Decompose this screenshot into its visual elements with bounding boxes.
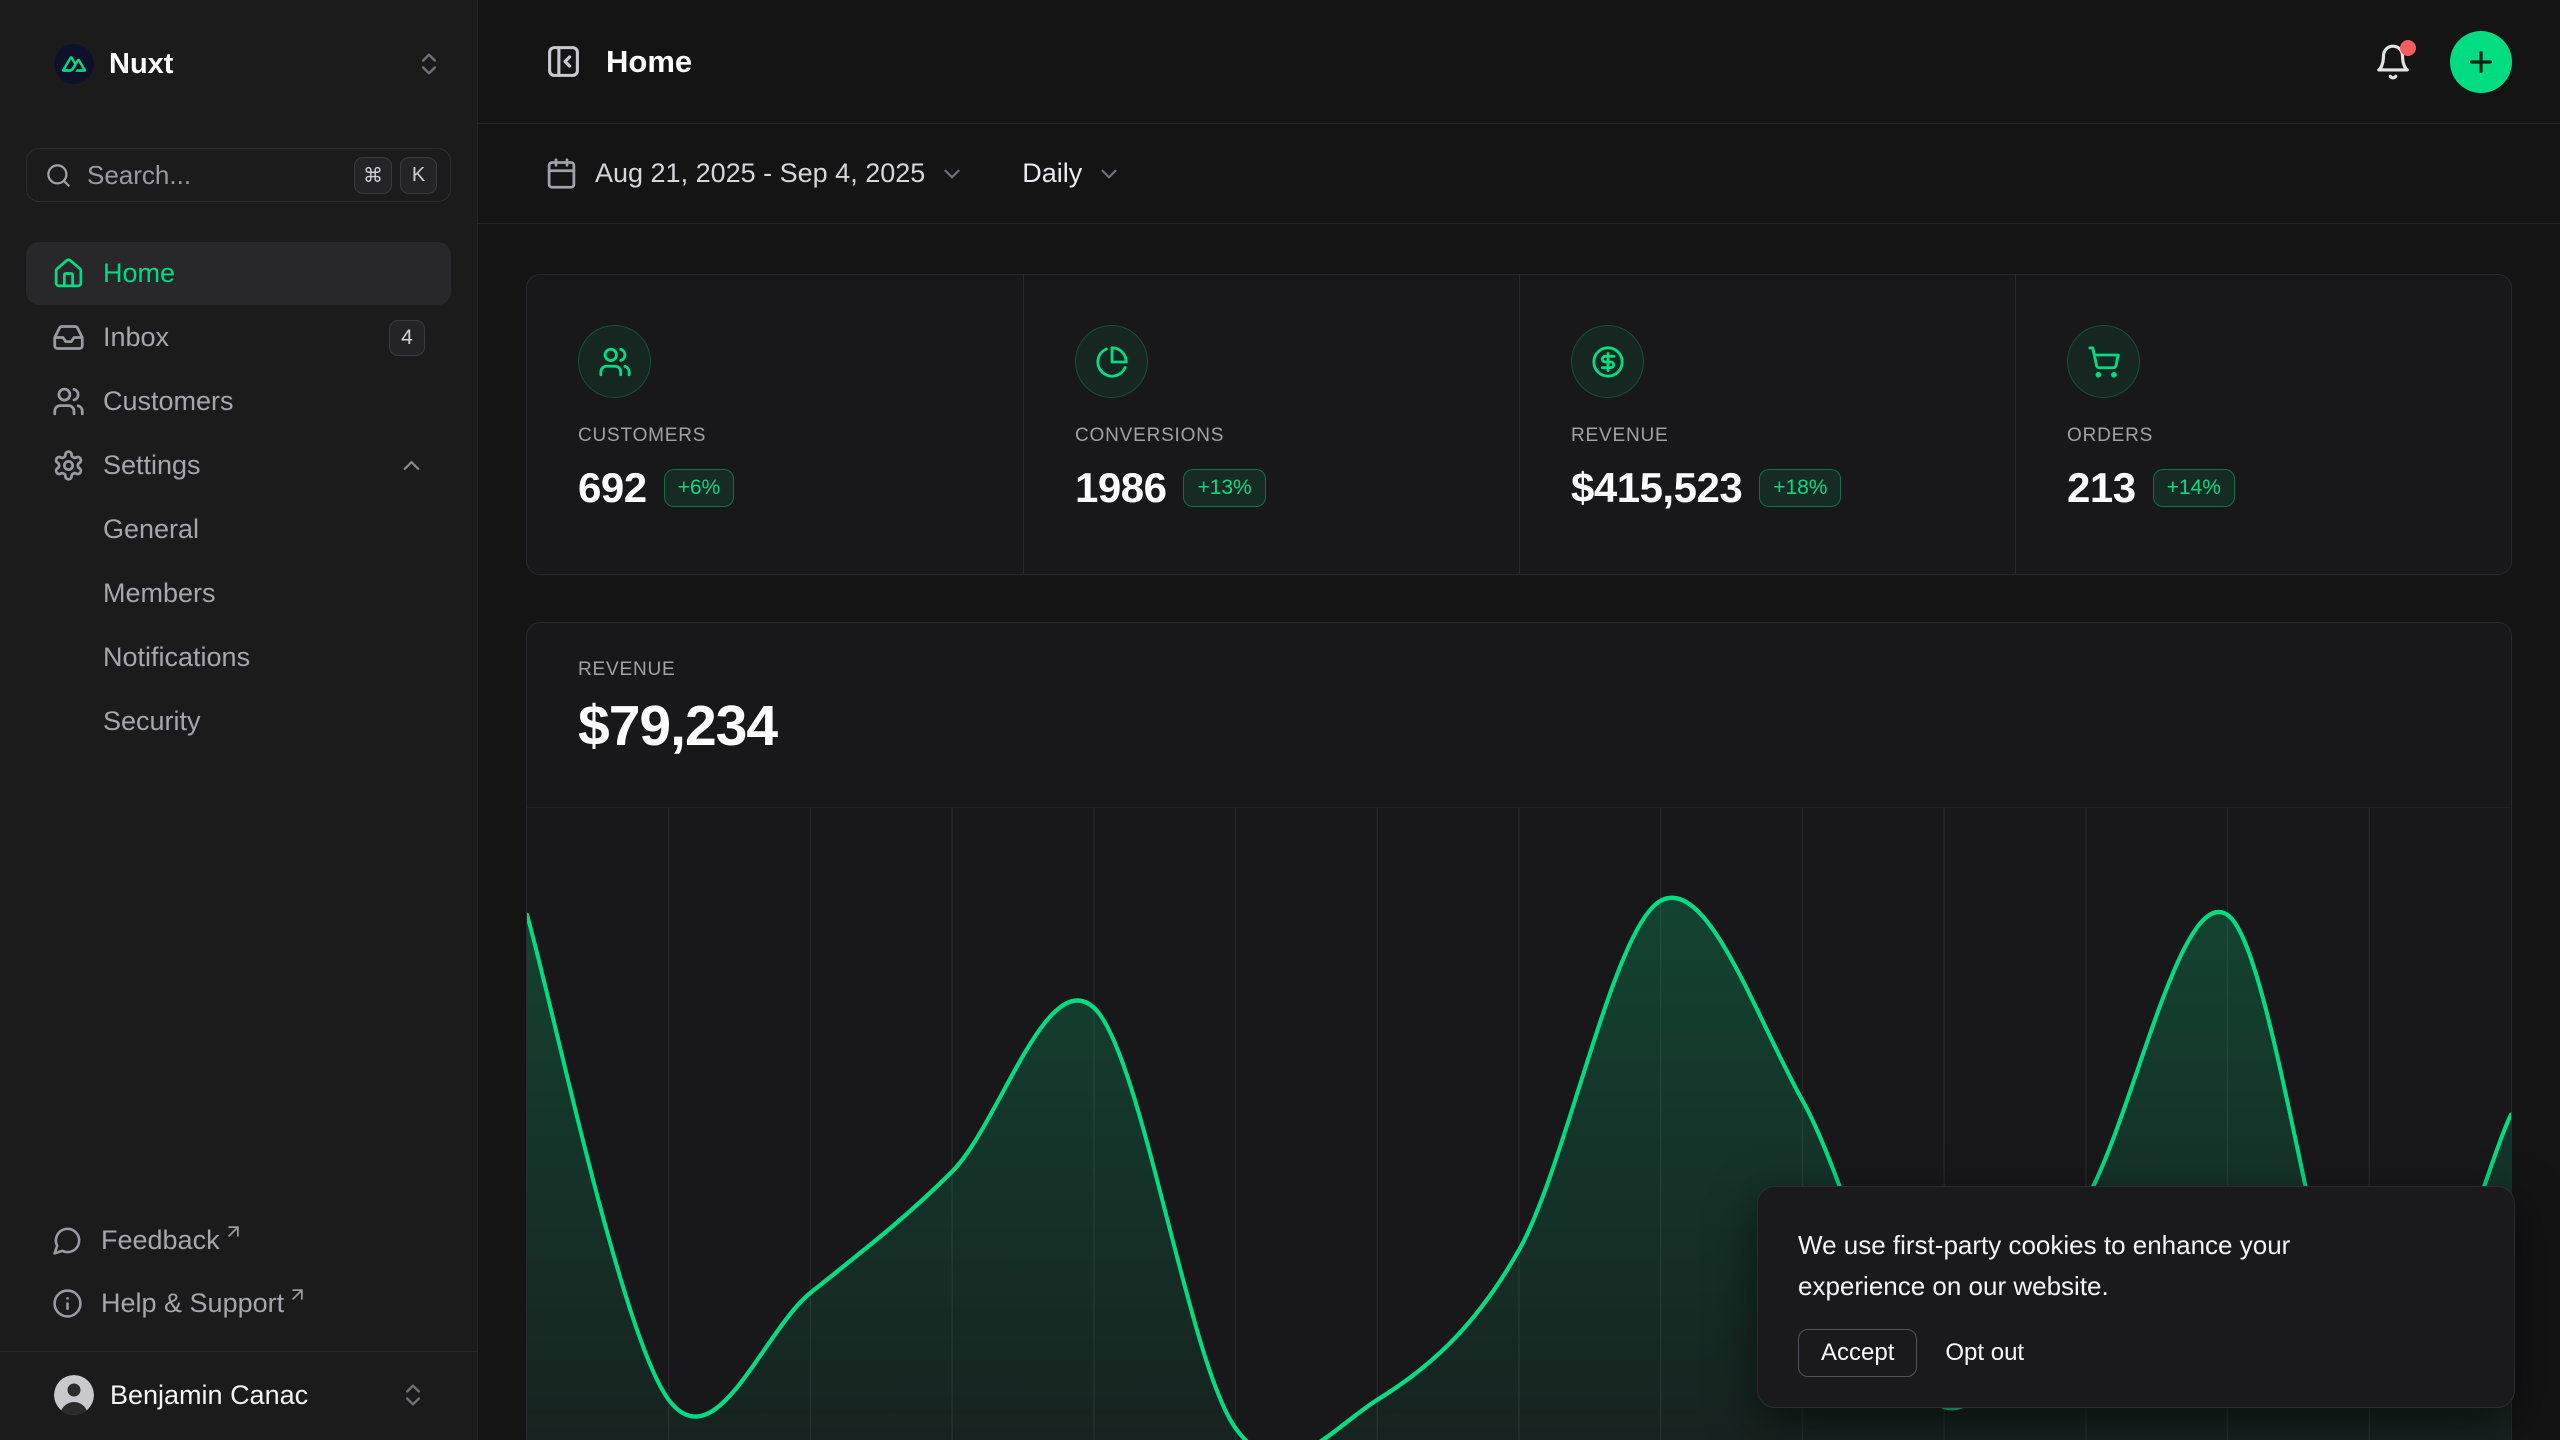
stat-label: ORDERS xyxy=(2067,425,2511,447)
feedback-label: Feedback xyxy=(101,1225,220,1256)
stat-label: CONVERSIONS xyxy=(1075,425,1519,447)
search-icon xyxy=(45,162,72,189)
pie-chart-icon xyxy=(1075,325,1148,398)
notifications-button[interactable] xyxy=(2374,43,2412,81)
stat-value: $415,523 xyxy=(1571,464,1742,512)
sidebar-footer: Feedback Help & Support xyxy=(0,1209,477,1335)
chat-bubble-icon xyxy=(52,1225,83,1256)
accept-button[interactable]: Accept xyxy=(1798,1329,1917,1377)
search-shortcut: ⌘ K xyxy=(354,157,437,194)
filter-toolbar: Aug 21, 2025 - Sep 4, 2025 Daily xyxy=(478,124,2560,224)
subitem-label: Security xyxy=(103,706,201,737)
add-button[interactable] xyxy=(2450,31,2512,93)
stat-value: 213 xyxy=(2067,464,2136,512)
notification-dot xyxy=(2400,40,2416,56)
sidebar-subitem-general[interactable]: General xyxy=(26,498,451,561)
chevron-up-down-icon xyxy=(399,1381,427,1409)
kbd-cmd: ⌘ xyxy=(354,157,392,194)
date-range-picker[interactable]: Aug 21, 2025 - Sep 4, 2025 xyxy=(545,157,965,190)
chevron-up-icon xyxy=(398,452,425,479)
sidebar-subitem-notifications[interactable]: Notifications xyxy=(26,626,451,689)
users-icon xyxy=(52,385,85,418)
granularity-select[interactable]: Daily xyxy=(1022,158,1122,189)
sidebar-subitem-security[interactable]: Security xyxy=(26,690,451,753)
home-icon xyxy=(52,257,85,290)
info-circle-icon xyxy=(52,1288,83,1319)
panel-collapse-icon[interactable] xyxy=(545,43,582,80)
cookie-actions: Accept Opt out xyxy=(1798,1329,2474,1377)
external-link-icon xyxy=(287,1284,308,1305)
sidebar-divider xyxy=(0,1351,477,1352)
sidebar-item-home[interactable]: Home xyxy=(26,242,451,305)
chevron-down-icon xyxy=(939,161,965,187)
help-support-link[interactable]: Help & Support xyxy=(26,1272,451,1335)
cookie-banner: We use first-party cookies to enhance yo… xyxy=(1757,1186,2515,1408)
cookie-message: We use first-party cookies to enhance yo… xyxy=(1798,1225,2398,1307)
subitem-label: General xyxy=(103,514,199,545)
sidebar-item-label: Inbox xyxy=(103,322,169,353)
revenue-chart-label: REVENUE xyxy=(578,659,2460,681)
app-window: Nuxt Search... ⌘ K Home xyxy=(0,0,2560,1440)
dollar-circle-icon xyxy=(1571,325,1644,398)
revenue-chart-header: REVENUE $79,234 xyxy=(527,623,2511,759)
top-header: Home xyxy=(478,0,2560,124)
opt-out-button[interactable]: Opt out xyxy=(1937,1330,2032,1376)
feedback-link[interactable]: Feedback xyxy=(26,1209,451,1272)
stat-delta-badge: +14% xyxy=(2153,469,2235,507)
shopping-cart-icon xyxy=(2067,325,2140,398)
avatar xyxy=(54,1375,94,1415)
sidebar: Nuxt Search... ⌘ K Home xyxy=(0,0,478,1440)
subitem-label: Members xyxy=(103,578,216,609)
users-icon xyxy=(578,325,651,398)
search-input[interactable]: Search... ⌘ K xyxy=(26,148,451,202)
sidebar-nav: Home Inbox 4 Customers Settings xyxy=(0,242,477,1209)
stat-value: 1986 xyxy=(1075,464,1166,512)
user-menu[interactable]: Benjamin Canac xyxy=(26,1362,451,1428)
nuxt-logo-icon xyxy=(54,44,94,84)
revenue-chart-total: $79,234 xyxy=(578,693,2460,759)
help-support-label: Help & Support xyxy=(101,1288,284,1319)
stats-row: CUSTOMERS 692 +6% CONVERSIONS 1986 +13% xyxy=(526,274,2512,575)
stat-customers: CUSTOMERS 692 +6% xyxy=(527,275,1023,574)
stat-conversions: CONVERSIONS 1986 +13% xyxy=(1023,275,1519,574)
user-name: Benjamin Canac xyxy=(110,1380,308,1411)
sidebar-item-label: Settings xyxy=(103,450,201,481)
plus-icon xyxy=(2465,46,2497,78)
sidebar-subitem-members[interactable]: Members xyxy=(26,562,451,625)
stat-delta-badge: +13% xyxy=(1183,469,1265,507)
sidebar-item-customers[interactable]: Customers xyxy=(26,370,451,433)
subitem-label: Notifications xyxy=(103,642,250,673)
external-link-icon xyxy=(223,1221,244,1242)
sidebar-item-inbox[interactable]: Inbox 4 xyxy=(26,306,451,369)
stat-orders: ORDERS 213 +14% xyxy=(2015,275,2511,574)
sidebar-item-label: Home xyxy=(103,258,175,289)
page-title: Home xyxy=(606,44,692,80)
chevron-down-icon xyxy=(1096,161,1122,187)
search-placeholder: Search... xyxy=(87,160,354,191)
stat-revenue: REVENUE $415,523 +18% xyxy=(1519,275,2015,574)
workspace-selector[interactable]: Nuxt xyxy=(54,34,443,94)
sidebar-item-settings[interactable]: Settings xyxy=(26,434,451,497)
calendar-icon xyxy=(545,157,578,190)
inbox-count-badge: 4 xyxy=(389,320,425,356)
stat-value: 692 xyxy=(578,464,647,512)
stat-delta-badge: +6% xyxy=(664,469,735,507)
stat-label: CUSTOMERS xyxy=(578,425,1023,447)
stat-label: REVENUE xyxy=(1571,425,2015,447)
kbd-k: K xyxy=(400,157,437,194)
stat-delta-badge: +18% xyxy=(1759,469,1841,507)
chevron-up-down-icon xyxy=(415,50,443,78)
date-range-label: Aug 21, 2025 - Sep 4, 2025 xyxy=(595,158,925,189)
inbox-icon xyxy=(52,321,85,354)
granularity-label: Daily xyxy=(1022,158,1082,189)
sidebar-item-label: Customers xyxy=(103,386,234,417)
workspace-name: Nuxt xyxy=(109,48,173,81)
gear-icon xyxy=(52,449,85,482)
